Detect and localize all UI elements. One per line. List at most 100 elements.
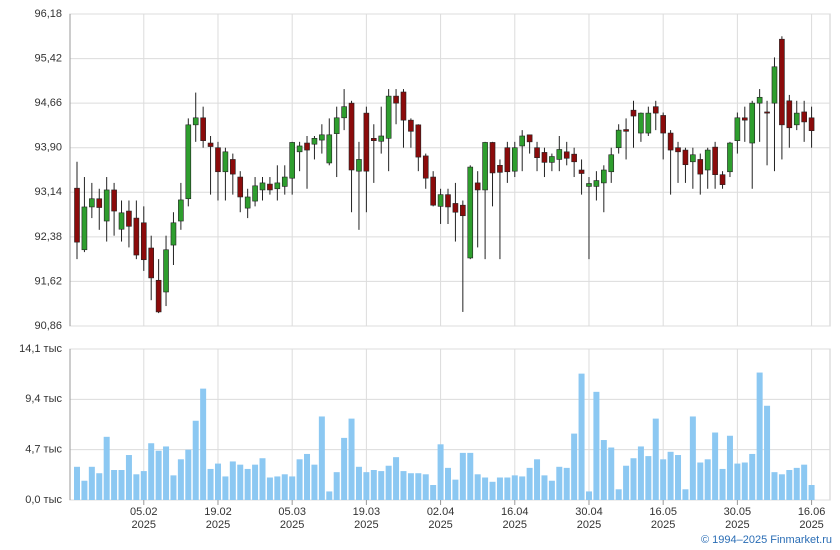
candle-body [734,117,741,141]
candle-body [437,194,444,207]
volume-bar [148,443,155,500]
x-tick-label: 16.04 2025 [501,506,529,531]
candle-body [445,194,451,208]
candle-body [170,222,177,246]
volume-bar [489,481,496,500]
candle-body [207,142,214,147]
candle-body [252,185,258,202]
candle-body [808,117,815,132]
volume-bar [422,474,429,500]
x-tick-label: 19.03 2025 [352,506,381,531]
x-tick-label: 16.06 2025 [797,506,826,531]
volume-bar [534,459,541,500]
candle-body [296,145,303,153]
candle-body [786,100,793,129]
candle-body [489,142,496,174]
x-tick-label: 05.02 2025 [130,506,158,531]
candle-body [571,153,577,163]
volume-bar [378,471,385,500]
y-tick-label: 9,4 тыс [25,393,62,405]
volume-bar [281,474,288,500]
candle-body [415,124,422,158]
candle-body [697,159,704,175]
volume-bar [482,477,489,500]
candle-body [504,147,511,173]
volume-bar [304,453,311,500]
volume-bar [244,468,251,500]
volume-bar [496,477,503,500]
volume-bar [170,475,177,500]
candle-body [363,112,370,172]
candle-body [727,142,733,173]
candle-body [140,222,147,261]
volume-bar [81,480,88,500]
candle-body [200,117,206,141]
volume-bar [237,464,244,500]
candle-body [311,138,318,145]
volume-bar [467,452,474,500]
volume-bar [756,372,763,500]
volume-bar [615,489,622,500]
volume-bar [778,474,785,500]
candle-body [771,66,778,104]
volume-bar [289,476,296,500]
candle-body [89,198,95,208]
volume-bar [407,473,414,500]
volume-bar [222,476,229,500]
volume-bar [370,470,377,500]
volume-bar [697,462,704,500]
y-tick-label: 92,38 [34,231,62,243]
volume-bar [749,453,756,500]
candle-body [741,117,748,121]
volume-bar [430,485,437,500]
candle-body [267,183,273,191]
volume-bar [74,466,80,500]
candle-body [652,106,659,114]
volume-bar [726,435,733,500]
volume-bar [526,467,533,500]
candle-body [586,183,592,187]
candle-body [319,134,325,141]
volume-bar [348,418,355,500]
volume-bar [252,464,259,500]
candle-body [749,102,756,144]
x-tick-label: 30.04 2025 [575,506,603,531]
volume-bar [459,452,466,500]
candle-body [378,135,385,142]
candle-body [385,95,392,139]
candle-body [667,132,674,151]
candle-body [519,135,526,147]
candle-body [452,203,459,213]
volume-bar [103,436,110,500]
x-tick-label: 19.02 2025 [204,506,232,531]
volume-bar [155,450,162,500]
volume-bar [734,463,741,500]
candle-body [474,182,481,191]
y-tick-label: 0,0 тыс [25,494,62,506]
volume-bar [630,458,637,500]
volume-bar [504,477,511,500]
candle-body [615,129,622,149]
candle-body [81,206,88,251]
y-tick-label: 95,42 [34,52,62,64]
volume-bar [185,449,192,500]
candle-body [222,151,229,173]
volume-bar [229,461,236,500]
candle-body [675,147,681,153]
volume-bar [341,437,348,500]
volume-bar [326,491,333,500]
candle-body [719,174,726,185]
volume-bar [333,472,340,500]
candle-body [467,166,474,259]
candle-body [163,249,169,293]
candle-body [215,147,221,173]
candle-body [237,176,244,198]
candle-body [801,111,807,123]
plot-area [69,13,831,327]
candle-body [704,149,711,171]
y-tick-label: 93,90 [34,142,62,154]
volume-bar [764,405,771,500]
candle-body [460,204,466,217]
